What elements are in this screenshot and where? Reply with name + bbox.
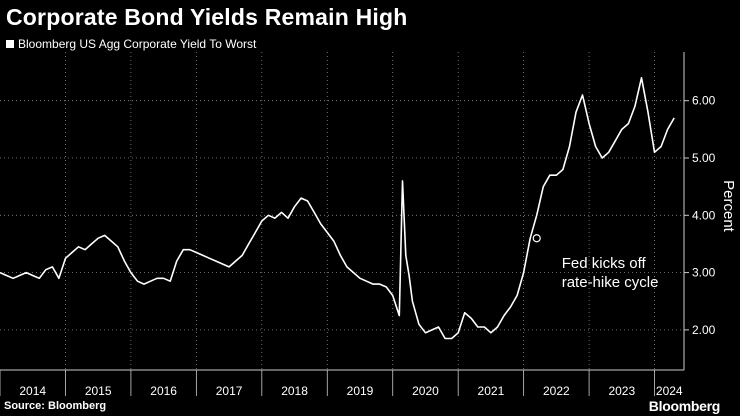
x-tick-label: 2014 <box>19 384 46 398</box>
legend-label: Bloomberg US Agg Corporate Yield To Wors… <box>18 37 257 51</box>
x-tick-label: 2022 <box>543 384 570 398</box>
annotations: Fed kicks off rate-hike cycle <box>532 234 659 291</box>
x-tick-label: 2023 <box>608 384 635 398</box>
series-line <box>0 77 675 340</box>
chart-title: Corporate Bond Yields Remain High <box>6 4 408 30</box>
source-note: Source: Bloomberg <box>4 400 107 412</box>
annotation-label: rate-hike cycle <box>562 274 659 291</box>
x-tick-label: 2018 <box>281 384 308 398</box>
annotation-label: Fed kicks off <box>562 255 647 272</box>
brand-logo: Bloomberg <box>648 398 721 414</box>
x-tick-label: 2019 <box>347 384 374 398</box>
legend: Bloomberg US Agg Corporate Yield To Wors… <box>6 37 256 51</box>
y-tick-label: 3.00 <box>692 266 716 280</box>
gridlines <box>0 52 684 370</box>
x-tick-label: 2015 <box>85 384 112 398</box>
x-tick-label: 2016 <box>150 384 177 398</box>
x-tick-label: 2021 <box>478 384 505 398</box>
y-tick-label: 5.00 <box>692 151 716 165</box>
series-layer <box>0 77 675 340</box>
y-tick-label: 2.00 <box>692 323 716 337</box>
x-tick-label: 2017 <box>216 384 243 398</box>
x-tick-label: 2020 <box>412 384 439 398</box>
y-axis-label: Percent <box>720 180 737 233</box>
axes: 2.00 3.00 4.00 5.00 6.00 2014 2015 2016 2017 2018… <box>0 52 737 398</box>
y-tick-label: 4.00 <box>692 208 716 222</box>
legend-swatch <box>6 40 14 48</box>
x-tick-label: 2024 <box>656 384 683 398</box>
annotation-marker <box>532 234 541 243</box>
y-tick-label: 6.00 <box>692 94 716 108</box>
